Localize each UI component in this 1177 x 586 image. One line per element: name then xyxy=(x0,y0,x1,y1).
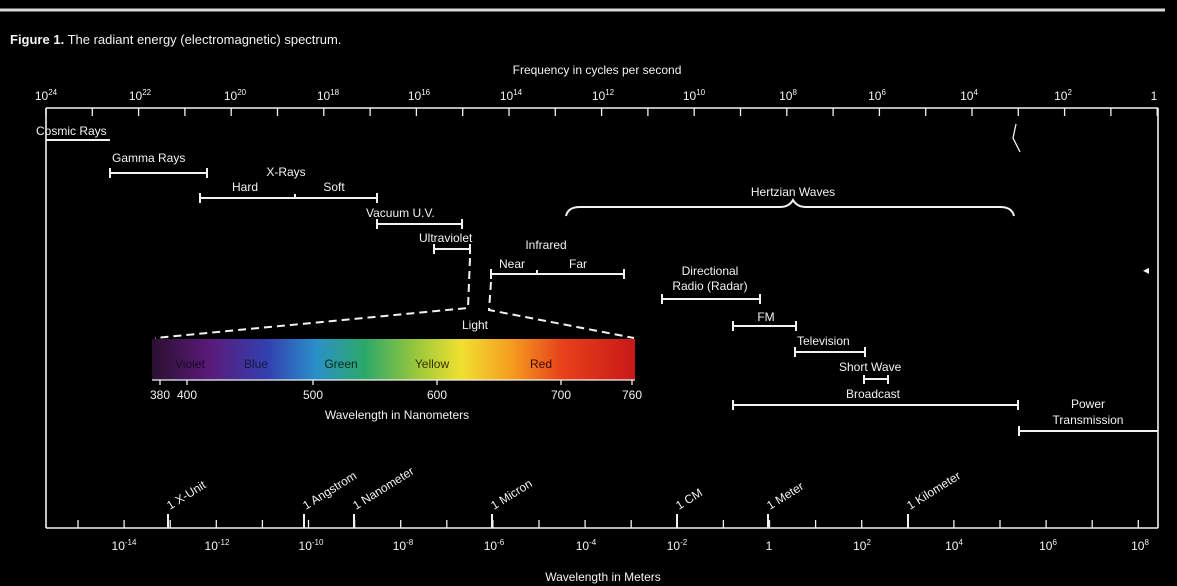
nm-tick-label: 400 xyxy=(177,388,197,402)
frequency-tick-label: 106 xyxy=(868,88,886,103)
band-television-label: Television xyxy=(797,334,850,348)
unit-marker-label: 1 Meter xyxy=(764,479,806,512)
frequency-tick-label: 1020 xyxy=(224,88,247,103)
band-hertzian-waves-label: Hertzian Waves xyxy=(751,185,835,199)
light-zoom-left xyxy=(154,257,471,339)
nm-tick-label: 500 xyxy=(303,388,323,402)
color-green-label: Green xyxy=(324,357,357,371)
band-short-wave xyxy=(863,375,889,384)
band-cosmic-rays-label: Cosmic Rays xyxy=(36,124,107,138)
wavelength-tick-label: 10-12 xyxy=(205,538,230,553)
frequency-tick-label: 102 xyxy=(1054,88,1072,103)
frequency-axis-ticks xyxy=(45,108,1158,116)
wavelength-tick-label: 10-8 xyxy=(393,538,414,553)
frequency-axis-tick-labels: 1024 1022 1020 1018 1016 1014 1012 1010 108 106 10… xyxy=(35,88,1158,103)
unit-marker-label: 1 Nanometer xyxy=(350,464,416,513)
figure-caption: Figure 1. The radiant energy (electromag… xyxy=(10,32,341,47)
band-directional-radio-label-2: Radio (Radar) xyxy=(672,279,747,293)
wavelength-axis-tick-labels: 10-14 10-12 10-10 10-8 10-6 10-4 10-2 1 102 104 10… xyxy=(112,538,1150,553)
band-gamma-rays xyxy=(109,168,208,178)
wavelength-tick-label: 10-10 xyxy=(299,538,324,553)
nm-tick-label: 600 xyxy=(427,388,447,402)
nm-axis-ticks: 380 400 500 600 700 760 xyxy=(150,380,642,402)
wavelength-tick-label: 102 xyxy=(853,538,871,553)
wavelength-tick-label: 104 xyxy=(945,538,963,553)
band-vacuum-uv xyxy=(376,219,463,229)
band-broadcast xyxy=(732,400,1019,410)
light-zoom-right xyxy=(487,281,635,339)
nm-tick-label: 700 xyxy=(551,388,571,402)
unit-marker-label: 1 CM xyxy=(673,485,705,512)
band-far-label: Far xyxy=(569,257,587,271)
band-fm xyxy=(732,321,797,331)
frequency-tick-label: 104 xyxy=(960,88,978,103)
frequency-tick-label: 1014 xyxy=(500,88,523,103)
frequency-tick-label: 1024 xyxy=(35,88,58,103)
wavelength-axis-ticks xyxy=(77,520,1139,528)
frequency-tick-label: 1012 xyxy=(592,88,615,103)
unit-marker-label: 1 X-Unit xyxy=(164,477,209,512)
band-infrared xyxy=(490,269,625,279)
nm-axis-title: Wavelength in Nanometers xyxy=(325,408,469,422)
band-x-rays-label: X-Rays xyxy=(266,165,305,179)
band-short-wave-label: Short Wave xyxy=(839,360,902,374)
frequency-tick-label: 1016 xyxy=(408,88,431,103)
color-red-label: Red xyxy=(530,357,552,371)
band-power-transmission-label-1: Power xyxy=(1071,397,1105,411)
wavelength-tick-label: 1 xyxy=(766,539,773,553)
band-power-transmission-label-2: Transmission xyxy=(1053,413,1124,427)
band-ultraviolet-label: Ultraviolet xyxy=(419,231,473,245)
color-violet-label: Violet xyxy=(175,357,205,371)
frequency-tick-label: 1022 xyxy=(129,88,152,103)
band-vacuum-uv-label: Vacuum U.V. xyxy=(366,206,435,220)
axis-break-mark xyxy=(1012,123,1021,153)
band-light-label: Light xyxy=(462,318,489,332)
band-hertzian-waves xyxy=(565,197,1015,217)
nm-tick-label: 760 xyxy=(622,388,642,402)
unit-marker-label: 1 Micron xyxy=(488,476,534,512)
band-near-label: Near xyxy=(499,257,525,271)
band-soft-label: Soft xyxy=(323,180,345,194)
corner-mark: ◂ xyxy=(1143,263,1149,277)
wavelength-tick-label: 10-4 xyxy=(576,538,597,553)
wavelength-tick-label: 10-14 xyxy=(112,538,137,553)
band-directional-radio-label-1: Directional xyxy=(682,264,739,278)
band-directional-radio xyxy=(661,294,761,304)
unit-marker-label: 1 Angstrom xyxy=(300,469,359,513)
frequency-tick-label: 1010 xyxy=(683,88,706,103)
frequency-tick-label: 108 xyxy=(779,88,797,103)
color-blue-label: Blue xyxy=(244,357,268,371)
band-power-transmission xyxy=(1018,426,1158,436)
frequency-tick-label: 1018 xyxy=(317,88,340,103)
visible-spectrum-bar xyxy=(152,339,635,380)
band-x-rays xyxy=(199,193,378,203)
wavelength-tick-label: 10-6 xyxy=(484,538,505,553)
band-gamma-rays-label: Gamma Rays xyxy=(112,151,185,165)
unit-marker-label: 1 Kilometer xyxy=(904,469,963,513)
color-yellow-label: Yellow xyxy=(415,357,450,371)
frequency-tick-label: 1 xyxy=(1151,89,1158,103)
wavelength-tick-label: 108 xyxy=(1131,538,1149,553)
wavelength-tick-label: 106 xyxy=(1039,538,1057,553)
band-hard-label: Hard xyxy=(232,180,258,194)
band-infrared-label: Infrared xyxy=(525,238,566,252)
nm-tick-label: 380 xyxy=(150,388,170,402)
band-ultraviolet xyxy=(433,244,471,254)
wavelength-axis-title: Wavelength in Meters xyxy=(545,570,661,584)
band-fm-label: FM xyxy=(757,310,774,324)
frequency-axis-title: Frequency in cycles per second xyxy=(513,63,682,77)
band-television xyxy=(794,347,866,357)
band-broadcast-label: Broadcast xyxy=(846,387,901,401)
wavelength-tick-label: 10-2 xyxy=(667,538,688,553)
